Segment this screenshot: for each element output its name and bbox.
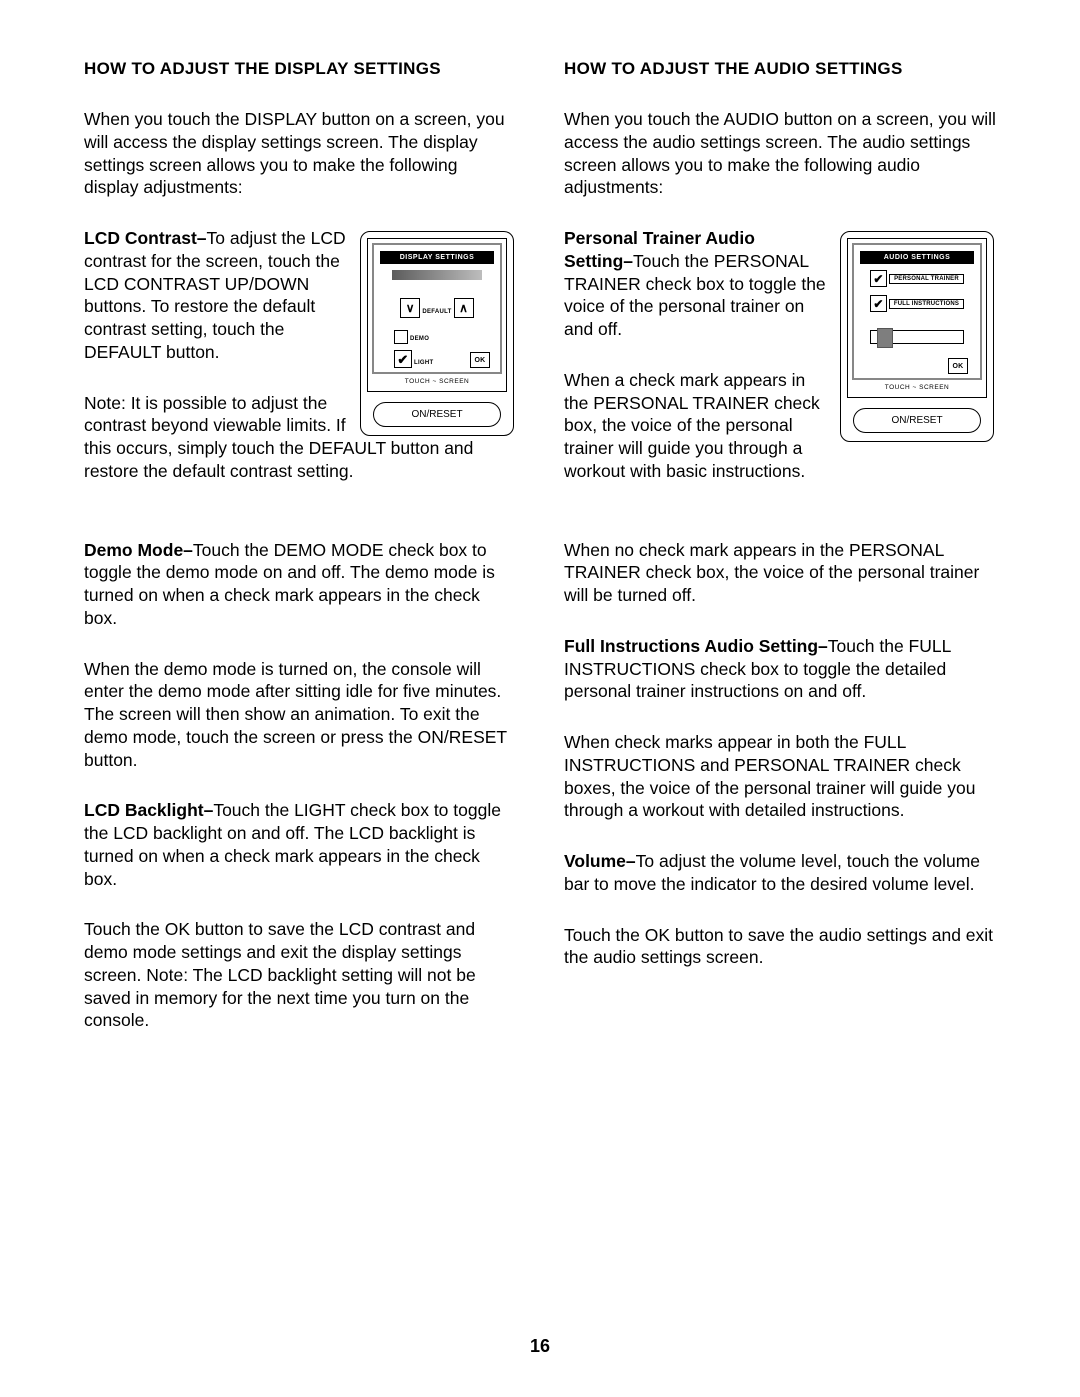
contrast-bar — [392, 270, 482, 280]
volume-para: Volume–To adjust the volume level, touch… — [564, 850, 996, 896]
light-left: ✔ LIGHT — [394, 350, 434, 368]
demo-bold: Demo Mode– — [84, 540, 193, 560]
light-row: ✔ LIGHT OK — [394, 350, 490, 368]
light-checkbox[interactable]: ✔ — [394, 350, 412, 368]
default-label: DEFAULT — [422, 309, 451, 318]
volume-thumb[interactable] — [877, 328, 893, 348]
full-para: Full Instructions Audio Setting–Touch th… — [564, 635, 996, 703]
display-touch-label: TOUCH ~ SCREEN — [372, 378, 502, 386]
audio-ok-button[interactable]: OK — [948, 358, 968, 374]
display-device: DISPLAY SETTINGS ∨ DEFAULT ∧ DEMO — [360, 231, 514, 436]
backlight-bold: LCD Backlight– — [84, 800, 213, 820]
columns: HOW TO ADJUST THE DISPLAY SETTINGS When … — [84, 58, 996, 1060]
audio-wrap-block: AUDIO SETTINGS ✔ PERSONAL TRAINER ✔ FULL… — [564, 227, 996, 511]
lcd-contrast-rest: To adjust the LCD contrast for the scree… — [84, 228, 346, 362]
audio-device: AUDIO SETTINGS ✔ PERSONAL TRAINER ✔ FULL… — [840, 231, 994, 442]
full-option-label: FULL INSTRUCTIONS — [889, 299, 964, 309]
manual-page: HOW TO ADJUST THE DISPLAY SETTINGS When … — [0, 0, 1080, 1397]
both-para: When check marks appear in both the FULL… — [564, 731, 996, 822]
audio-screen-outer: AUDIO SETTINGS ✔ PERSONAL TRAINER ✔ FULL… — [847, 238, 987, 398]
demo-label: DEMO — [410, 336, 429, 344]
display-intro: When you touch the DISPLAY button on a s… — [84, 108, 516, 199]
lcd-contrast-bold: LCD Contrast– — [84, 228, 207, 248]
full-bold: Full Instructions Audio Setting– — [564, 636, 828, 656]
full-checkbox[interactable]: ✔ — [870, 295, 887, 312]
audio-touch-label: TOUCH ~ SCREEN — [852, 384, 982, 392]
right-column: HOW TO ADJUST THE AUDIO SETTINGS When yo… — [564, 58, 996, 1060]
display-heading: HOW TO ADJUST THE DISPLAY SETTINGS — [84, 58, 516, 80]
audio-heading: HOW TO ADJUST THE AUDIO SETTINGS — [564, 58, 996, 80]
display-save-para: Touch the OK button to save the LCD cont… — [84, 918, 516, 1032]
volume-bar[interactable] — [870, 330, 964, 344]
audio-screen-title: AUDIO SETTINGS — [860, 251, 974, 264]
pt-option-row: ✔ PERSONAL TRAINER — [870, 270, 964, 287]
full-option-row: ✔ FULL INSTRUCTIONS — [870, 295, 964, 312]
display-screen: DISPLAY SETTINGS ∨ DEFAULT ∧ DEMO — [372, 243, 502, 374]
display-wrap-block: DISPLAY SETTINGS ∨ DEFAULT ∧ DEMO — [84, 227, 516, 511]
page-number: 16 — [0, 1336, 1080, 1357]
audio-intro: When you touch the AUDIO button on a scr… — [564, 108, 996, 199]
demo-row: DEMO — [394, 330, 494, 344]
audio-screen: AUDIO SETTINGS ✔ PERSONAL TRAINER ✔ FULL… — [852, 243, 982, 380]
left-column: HOW TO ADJUST THE DISPLAY SETTINGS When … — [84, 58, 516, 1060]
nocheck-para: When no check mark appears in the PERSON… — [564, 539, 996, 607]
backlight-para: LCD Backlight–Touch the LIGHT check box … — [84, 799, 516, 890]
light-label: LIGHT — [414, 360, 434, 368]
display-screen-title: DISPLAY SETTINGS — [380, 251, 494, 264]
demo-mode-para: Demo Mode–Touch the DEMO MODE check box … — [84, 539, 516, 630]
contrast-buttons-row: ∨ DEFAULT ∧ — [380, 298, 494, 318]
display-ok-button[interactable]: OK — [470, 352, 490, 368]
demo-para2: When the demo mode is turned on, the con… — [84, 658, 516, 772]
display-onreset-button[interactable]: ON/RESET — [373, 402, 501, 427]
demo-checkbox[interactable] — [394, 330, 408, 344]
audio-ok-row: OK — [860, 358, 968, 374]
audio-onreset-button[interactable]: ON/RESET — [853, 408, 981, 433]
display-screen-outer: DISPLAY SETTINGS ∨ DEFAULT ∧ DEMO — [367, 238, 507, 392]
volume-bold: Volume– — [564, 851, 636, 871]
audio-figure: AUDIO SETTINGS ✔ PERSONAL TRAINER ✔ FULL… — [840, 231, 996, 442]
pt-checkbox[interactable]: ✔ — [870, 270, 887, 287]
pt-option-label: PERSONAL TRAINER — [889, 274, 964, 284]
contrast-down-button[interactable]: ∨ — [400, 298, 420, 318]
display-figure: DISPLAY SETTINGS ∨ DEFAULT ∧ DEMO — [360, 231, 516, 436]
contrast-up-button[interactable]: ∧ — [454, 298, 474, 318]
audio-save-para: Touch the OK button to save the audio se… — [564, 924, 996, 970]
